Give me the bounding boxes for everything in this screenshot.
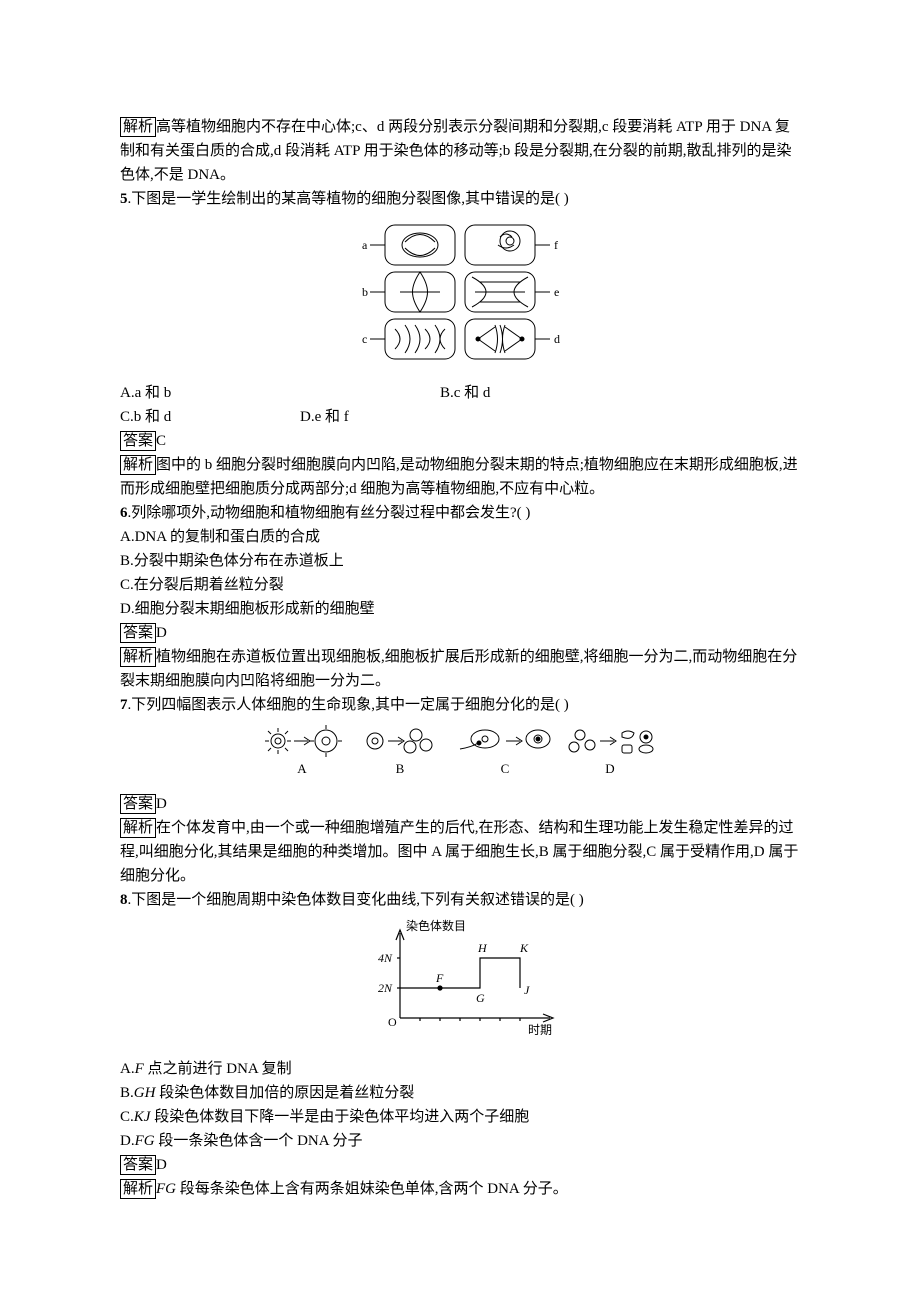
q6-optA: A.DNA 的复制和蛋白质的合成	[120, 525, 800, 549]
svg-text:a: a	[362, 238, 368, 252]
svg-text:H: H	[477, 941, 488, 955]
svg-text:d: d	[554, 332, 560, 346]
svg-text:D: D	[605, 761, 614, 776]
svg-text:G: G	[476, 991, 485, 1005]
svg-text:K: K	[519, 941, 529, 955]
q6-optB: B.分裂中期染色体分布在赤道板上	[120, 549, 800, 573]
q5-options-row2: C.b 和 d D.e 和 f	[120, 405, 800, 429]
svg-text:O: O	[388, 1015, 397, 1029]
svg-text:2N: 2N	[378, 981, 393, 995]
q5-optA: A.a 和 b	[120, 381, 360, 405]
svg-text:时期: 时期	[528, 1023, 552, 1037]
q4-analysis-text: 高等植物细胞内不存在中心体;c、d 两段分别表示分裂间期和分裂期,c 段要消耗 …	[120, 119, 792, 183]
q8-answer: 答案D	[120, 1153, 800, 1177]
q8-chart: 4N 2N O F G H K J 染色体数目 时期	[120, 918, 800, 1051]
q6-answer: 答案D	[120, 621, 800, 645]
svg-text:J: J	[524, 983, 530, 997]
svg-text:f: f	[554, 238, 558, 252]
svg-text:4N: 4N	[378, 951, 393, 965]
q4-analysis: 解析高等植物细胞内不存在中心体;c、d 两段分别表示分裂间期和分裂期,c 段要消…	[120, 115, 800, 187]
analysis-label: 解析	[120, 117, 156, 137]
q6-optC: C.在分裂后期着丝粒分裂	[120, 573, 800, 597]
svg-text:F: F	[435, 971, 444, 985]
q5-optD: D.e 和 f	[300, 405, 349, 429]
q7-answer: 答案D	[120, 792, 800, 816]
q8-analysis: 解析FG 段每条染色体上含有两条姐妹染色单体,含两个 DNA 分子。	[120, 1177, 800, 1201]
q5-figure: a b c f e d	[120, 217, 800, 375]
svg-text:B: B	[396, 761, 405, 776]
q8-optB: B.GH 段染色体数目加倍的原因是着丝粒分裂	[120, 1081, 800, 1105]
q8-optD: D.FG 段一条染色体含一个 DNA 分子	[120, 1129, 800, 1153]
q8-optA: A.F 点之前进行 DNA 复制	[120, 1057, 800, 1081]
svg-text:C: C	[501, 761, 510, 776]
document-page: 解析高等植物细胞内不存在中心体;c、d 两段分别表示分裂间期和分裂期,c 段要消…	[0, 0, 920, 1302]
q5-optC: C.b 和 d	[120, 405, 300, 429]
q5-answer: 答案C	[120, 429, 800, 453]
svg-text:e: e	[554, 285, 559, 299]
q6-stem: 6.列除哪项外,动物细胞和植物细胞有丝分裂过程中都会发生?( )	[120, 501, 800, 525]
q5-analysis: 解析图中的 b 细胞分裂时细胞膜向内凹陷,是动物细胞分裂末期的特点;植物细胞应在…	[120, 453, 800, 501]
q5-stem: 5.下图是一学生绘制出的某高等植物的细胞分裂图像,其中错误的是( )	[120, 187, 800, 211]
q7-stem: 7.下列四幅图表示人体细胞的生命现象,其中一定属于细胞分化的是( )	[120, 693, 800, 717]
q7-analysis: 解析在个体发育中,由一个或一种细胞增殖产生的后代,在形态、结构和生理功能上发生稳…	[120, 816, 800, 888]
q5-optB: B.c 和 d	[440, 381, 490, 405]
q5-options-row1: A.a 和 b B.c 和 d	[120, 381, 800, 405]
q5-number: 5	[120, 191, 128, 207]
svg-text:b: b	[362, 285, 368, 299]
q7-figure: A B C D	[120, 723, 800, 786]
q6-optD: D.细胞分裂末期细胞板形成新的细胞壁	[120, 597, 800, 621]
svg-text:A: A	[297, 761, 307, 776]
q8-optC: C.KJ 段染色体数目下降一半是由于染色体平均进入两个子细胞	[120, 1105, 800, 1129]
q8-stem: 8.下图是一个细胞周期中染色体数目变化曲线,下列有关叙述错误的是( )	[120, 888, 800, 912]
svg-text:染色体数目: 染色体数目	[406, 918, 466, 933]
q6-analysis: 解析植物细胞在赤道板位置出现细胞板,细胞板扩展后形成新的细胞壁,将细胞一分为二,…	[120, 645, 800, 693]
svg-text:c: c	[362, 332, 367, 346]
